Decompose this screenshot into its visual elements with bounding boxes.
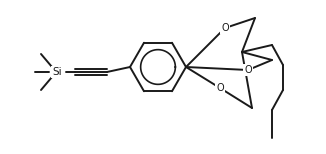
Text: O: O [244,65,252,75]
Text: O: O [221,23,229,33]
Text: Si: Si [52,67,62,77]
Text: O: O [216,83,224,93]
